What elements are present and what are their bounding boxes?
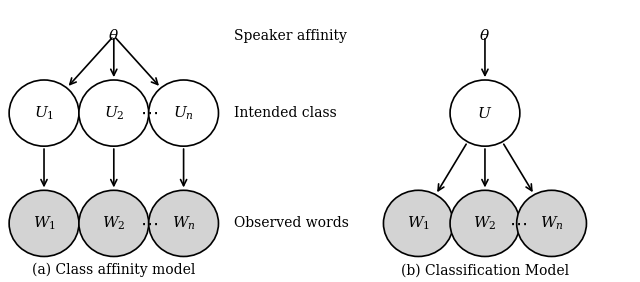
- Text: $W_n$: $W_n$: [172, 215, 195, 232]
- Ellipse shape: [450, 190, 520, 257]
- Text: $U_2$: $U_2$: [104, 104, 124, 122]
- Text: $U_1$: $U_1$: [34, 104, 54, 122]
- Ellipse shape: [9, 80, 79, 146]
- Ellipse shape: [148, 80, 218, 146]
- Text: $\cdots$: $\cdots$: [509, 214, 527, 232]
- Text: $U$: $U$: [477, 105, 493, 121]
- Text: $\theta$: $\theta$: [479, 28, 490, 43]
- Ellipse shape: [9, 190, 79, 257]
- Text: $\cdots$: $\cdots$: [140, 214, 157, 232]
- Text: $W_n$: $W_n$: [540, 215, 563, 232]
- Ellipse shape: [148, 190, 218, 257]
- Ellipse shape: [516, 190, 586, 257]
- Ellipse shape: [79, 80, 148, 146]
- Text: Speaker affinity: Speaker affinity: [234, 29, 348, 43]
- Text: Observed words: Observed words: [234, 216, 349, 230]
- Ellipse shape: [383, 190, 453, 257]
- Ellipse shape: [79, 190, 148, 257]
- Text: (a) Class affinity model: (a) Class affinity model: [32, 263, 195, 277]
- Text: Intended class: Intended class: [234, 106, 337, 120]
- Text: $W_1$: $W_1$: [33, 215, 56, 232]
- Text: $\theta$: $\theta$: [108, 28, 119, 43]
- Text: $W_1$: $W_1$: [407, 215, 430, 232]
- Ellipse shape: [450, 80, 520, 146]
- Text: $U_n$: $U_n$: [173, 104, 194, 122]
- Text: $\cdots$: $\cdots$: [140, 104, 157, 122]
- Text: $W_2$: $W_2$: [473, 215, 497, 232]
- Text: (b) Classification Model: (b) Classification Model: [401, 263, 569, 277]
- Text: $W_2$: $W_2$: [102, 215, 125, 232]
